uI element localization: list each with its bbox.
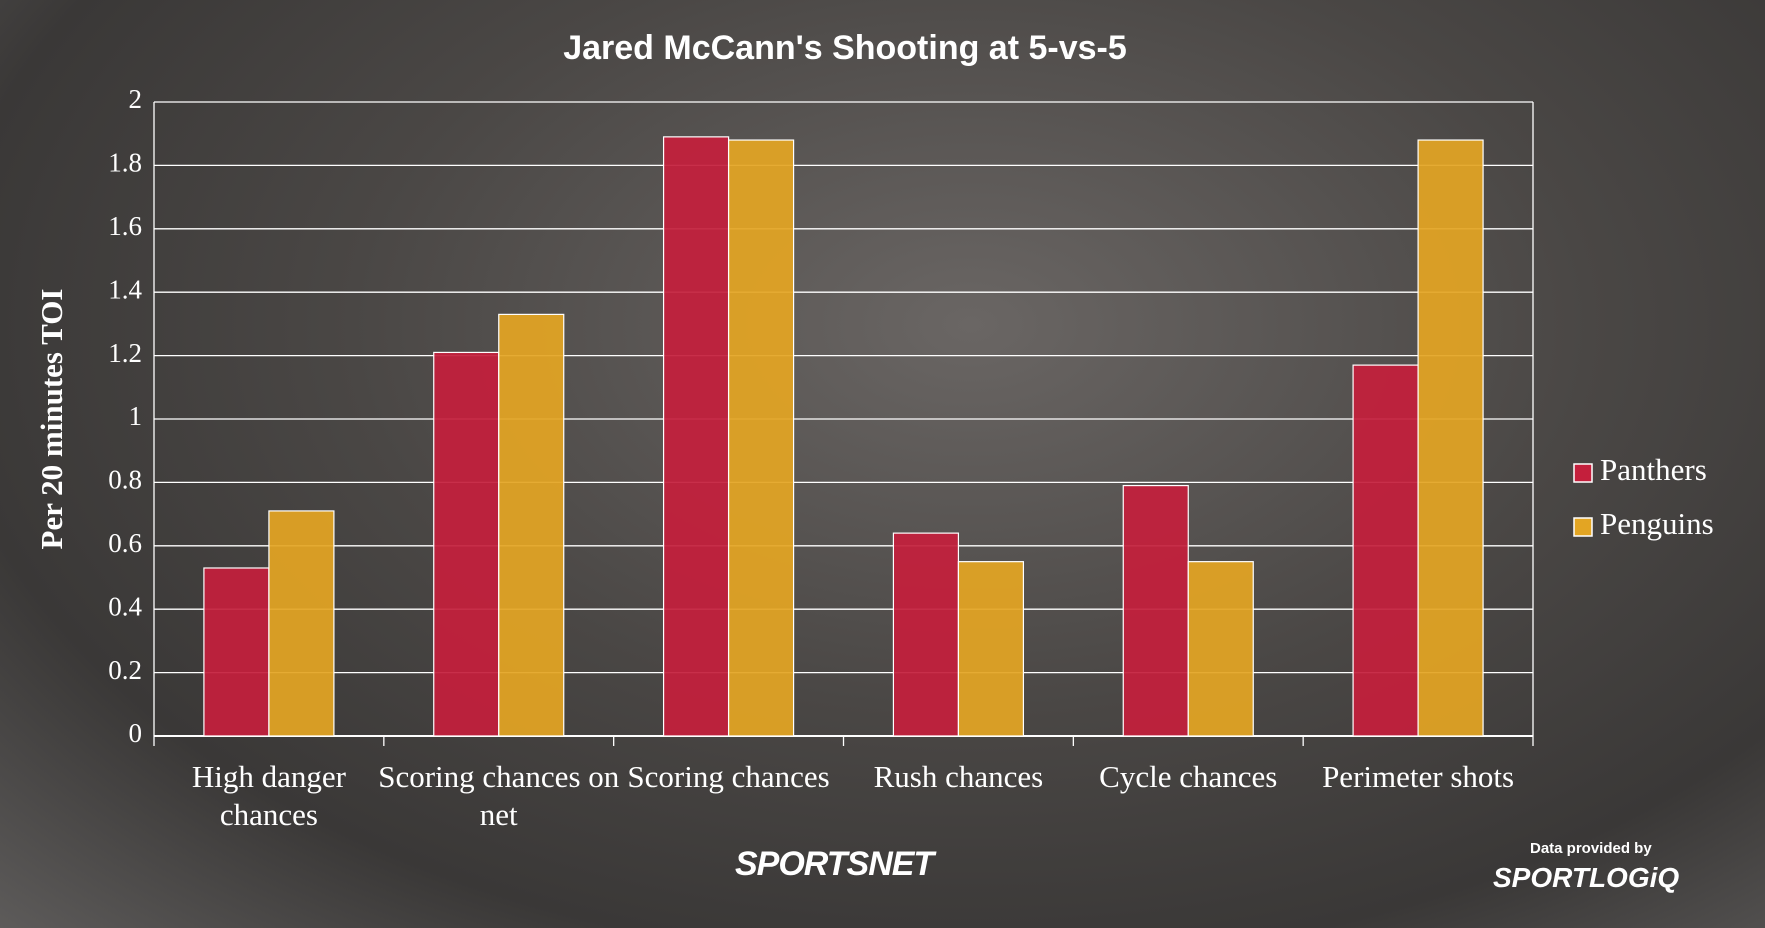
y-tick-label: 0.8 bbox=[108, 465, 142, 495]
x-tick-label: Scoring chances bbox=[627, 759, 830, 794]
legend-label: Panthers bbox=[1600, 452, 1707, 487]
credit-text: Data provided by bbox=[1530, 840, 1652, 857]
bar bbox=[892, 532, 960, 737]
bar bbox=[957, 561, 1025, 737]
bar bbox=[498, 313, 565, 737]
bar bbox=[433, 351, 500, 737]
sportsnet-logo: SPORTSNET bbox=[735, 845, 934, 883]
x-tick-label: High danger chances bbox=[191, 759, 346, 832]
legend-swatch bbox=[1573, 517, 1593, 537]
y-tick-label: 0.6 bbox=[108, 528, 142, 558]
x-tick-label: Rush chances bbox=[873, 759, 1044, 794]
x-tick-label: Cycle chances bbox=[1099, 759, 1278, 794]
y-tick-label: 1 bbox=[129, 401, 143, 431]
legend-swatch bbox=[1573, 463, 1593, 483]
legend-label: Penguins bbox=[1600, 506, 1714, 541]
x-tick-label: Perimeter shots bbox=[1322, 759, 1515, 794]
sportlogiq-logo: SPORTLOGiQ bbox=[1493, 862, 1680, 893]
y-tick-label: 1.4 bbox=[108, 274, 142, 304]
y-tick-label: 1.2 bbox=[108, 338, 142, 368]
bar bbox=[268, 510, 335, 737]
y-axis-label: Per 20 minutes TOI bbox=[34, 289, 69, 550]
bar bbox=[1417, 139, 1484, 737]
y-tick-label: 0.2 bbox=[108, 655, 142, 685]
x-tick-label: Scoring chances on net bbox=[378, 759, 620, 832]
bar bbox=[727, 139, 795, 737]
y-tick-label: 1.8 bbox=[108, 148, 142, 178]
chart-title: Jared McCann's Shooting at 5-vs-5 bbox=[563, 29, 1127, 67]
y-tick-label: 1.6 bbox=[108, 211, 142, 241]
bar bbox=[203, 567, 270, 737]
y-tick-label: 2 bbox=[129, 84, 143, 114]
y-tick-label: 0 bbox=[129, 718, 143, 748]
y-tick-label: 0.4 bbox=[108, 591, 142, 621]
bar bbox=[1352, 364, 1419, 737]
bar bbox=[662, 136, 730, 737]
bar bbox=[1122, 484, 1189, 737]
bar bbox=[1187, 561, 1254, 737]
